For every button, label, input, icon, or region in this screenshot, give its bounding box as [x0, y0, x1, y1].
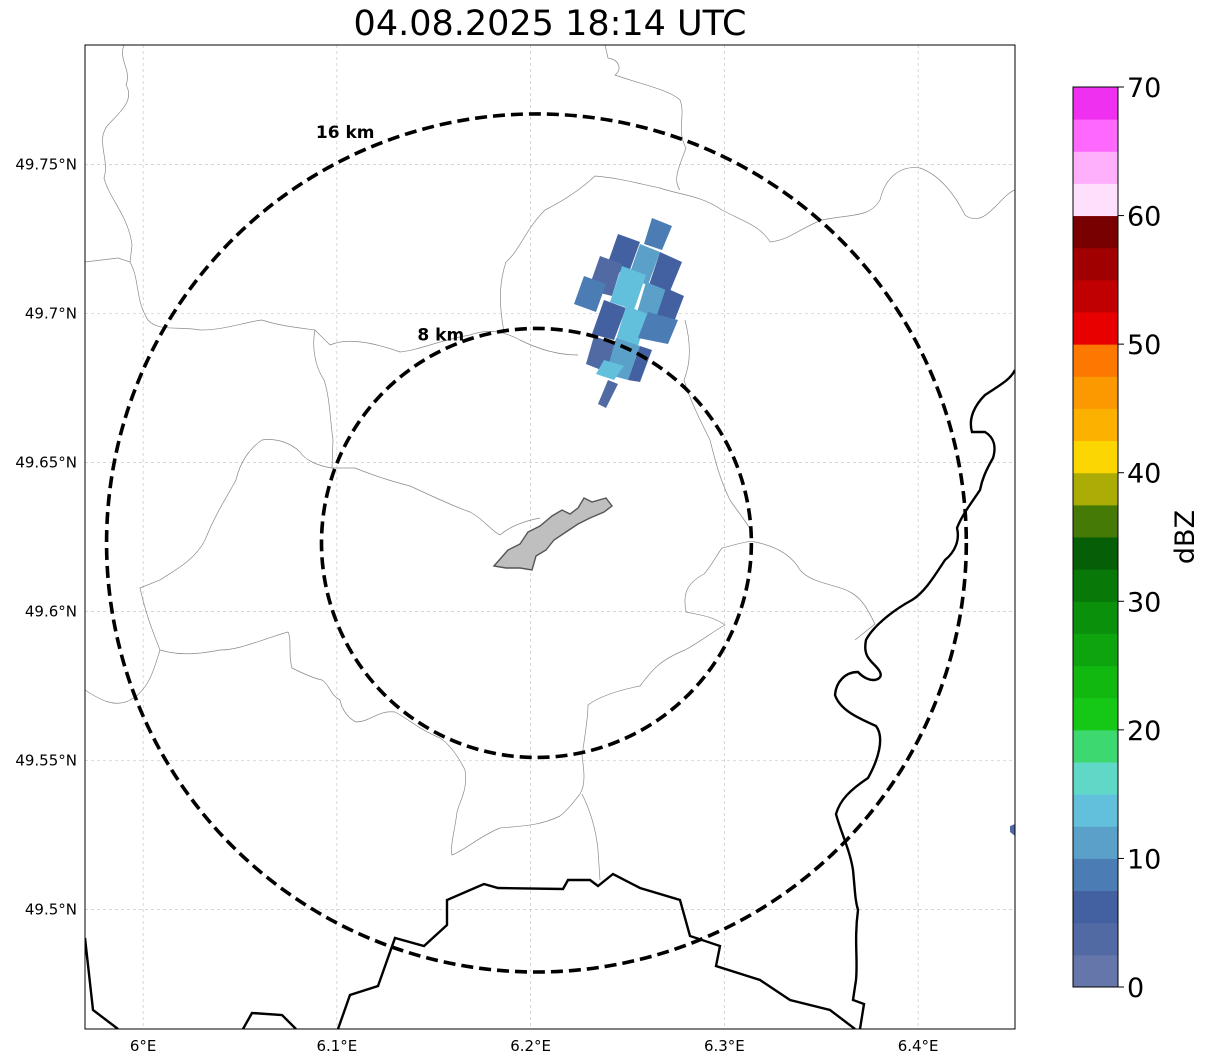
x-tick-label: 6.1°E: [316, 1037, 357, 1055]
colorbar-swatch: [1073, 472, 1118, 506]
range-ring: [319, 326, 754, 760]
colorbar-swatch: [1073, 87, 1118, 120]
colorbar-frame: [1072, 86, 1119, 988]
x-tick-label: 6.2°E: [510, 1037, 551, 1055]
colorbar-swatch: [1073, 954, 1118, 988]
y-tick-label: 49.55°N: [15, 752, 77, 770]
range-ring: [104, 112, 969, 974]
range-ring-label: 8 km: [417, 325, 464, 345]
x-tick-label: 6°E: [130, 1037, 157, 1055]
colorbar-swatch: [1073, 247, 1118, 281]
axis-ticks: 6°E 6.1°E 6.2°E 6.3°E 6.4°E 49.5°N 49.55°N 49.6…: [15, 155, 938, 1055]
colorbar-swatch: [1073, 601, 1118, 634]
city-area: [492, 497, 613, 571]
colorbar-swatch: [1073, 858, 1118, 892]
y-tick-label: 49.5°N: [25, 901, 77, 919]
colorbar-swatch: [1073, 183, 1118, 217]
colorbar-swatch: [1073, 312, 1118, 345]
y-tick-label: 49.6°N: [25, 603, 77, 621]
colorbar-tick-label: 70: [1127, 73, 1161, 104]
colorbar-swatch: [1073, 697, 1118, 731]
colorbar-swatch: [1073, 279, 1118, 313]
colorbar-tick-label: 20: [1127, 716, 1161, 747]
colorbar-swatch: [1073, 376, 1118, 409]
gridlines: [85, 45, 1015, 1029]
colorbar-swatch: [1073, 440, 1118, 474]
y-tick-label: 49.65°N: [15, 453, 77, 471]
colorbar-tick-label: 50: [1127, 330, 1161, 361]
colorbar-swatch: [1073, 215, 1118, 249]
colorbar-title: dBZ: [1170, 510, 1201, 564]
admin-boundaries: [85, 45, 1015, 881]
colorbar-swatch: [1073, 151, 1118, 184]
colorbar-tick-label: 0: [1127, 973, 1144, 1004]
colorbar: 0 10 20 30 40 50 60 70 dBZ: [1072, 73, 1201, 1004]
colorbar-swatch: [1073, 344, 1118, 377]
radar-echo: [574, 218, 1015, 836]
x-tick-label: 6.4°E: [898, 1037, 939, 1055]
colorbar-tick-label: 30: [1127, 587, 1161, 618]
colorbar-swatch: [1073, 922, 1118, 956]
national-borders: [85, 369, 1015, 1029]
colorbar-swatch: [1073, 119, 1118, 152]
colorbar-swatch: [1073, 569, 1118, 602]
colorbar-tick-label: 60: [1127, 202, 1161, 233]
map-frame: [84, 44, 1016, 1030]
y-tick-label: 49.7°N: [25, 304, 77, 322]
colorbar-swatch: [1073, 794, 1118, 827]
colorbar-swatch: [1073, 408, 1118, 442]
colorbar-swatch: [1073, 633, 1118, 667]
colorbar-tick-label: 40: [1127, 459, 1161, 490]
colorbar-swatch: [1073, 537, 1118, 570]
x-tick-label: 6.3°E: [704, 1037, 745, 1055]
map-title: 04.08.2025 18:14 UTC: [353, 4, 747, 44]
range-ring-label: 16 km: [316, 123, 375, 143]
colorbar-swatch: [1073, 665, 1118, 699]
colorbar-swatch: [1073, 826, 1118, 859]
colorbar-tick-label: 10: [1127, 844, 1161, 875]
colorbar-swatch: [1073, 890, 1118, 924]
colorbar-swatch: [1073, 504, 1118, 538]
range-rings: 8 km 16 km: [104, 112, 969, 974]
colorbar-swatch: [1073, 729, 1118, 763]
colorbar-swatch: [1073, 762, 1118, 795]
y-tick-label: 49.75°N: [15, 155, 77, 173]
